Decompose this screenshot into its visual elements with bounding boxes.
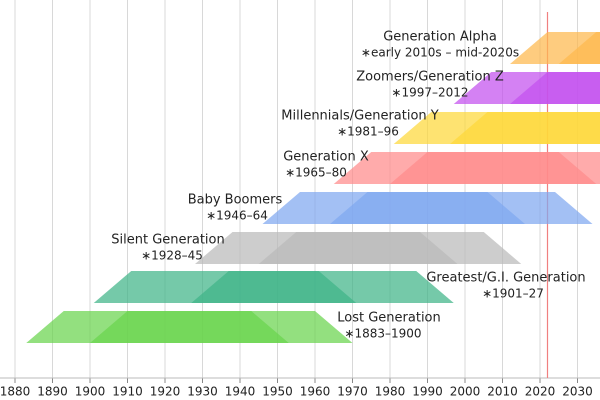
generation-name: Silent Generation: [111, 233, 224, 248]
generation-years: ∗1965–80: [285, 166, 347, 180]
generation-band: [258, 232, 522, 264]
x-tick-label: 2020: [525, 385, 556, 399]
generation-years: ∗early 2010s – mid-2020s: [361, 46, 519, 60]
generation-band: [390, 152, 600, 184]
generation-years: ∗1981–96: [337, 125, 399, 139]
generation-name: Greatest/G.I. Generation: [426, 271, 585, 286]
generation-band: [330, 192, 593, 224]
x-tick-label: 1980: [375, 385, 406, 399]
generation-band: [191, 271, 454, 303]
generation-name: Generation X: [283, 150, 369, 165]
generation-years: ∗1883–1900: [344, 327, 421, 341]
x-tick-label: 1930: [187, 385, 218, 399]
x-tick-label: 1970: [337, 385, 368, 399]
generation-years: ∗1997–2012: [391, 86, 468, 100]
x-tick-label: 1920: [150, 385, 181, 399]
generation-name: Lost Generation: [337, 311, 441, 326]
x-tick-label: 1960: [300, 385, 331, 399]
x-tick-label: 1880: [0, 385, 30, 399]
x-tick-label: 1990: [412, 385, 443, 399]
x-tick-label: 2000: [450, 385, 481, 399]
generation-years: ∗1901–27: [482, 287, 544, 301]
generation-band: [510, 72, 600, 104]
x-tick-label: 2030: [562, 385, 593, 399]
generation-name: Baby Boomers: [188, 193, 283, 208]
generation-name: Millennials/Generation Y: [281, 109, 439, 124]
generation-band: [90, 311, 353, 343]
x-tick-label: 1900: [75, 385, 106, 399]
x-tick-label: 1910: [112, 385, 143, 399]
generation-years: ∗1928–45: [141, 249, 203, 263]
x-tick-label: 1890: [37, 385, 68, 399]
x-tick-label: 1940: [225, 385, 256, 399]
x-tick-label: 2010: [487, 385, 518, 399]
x-tick-label: 1950: [262, 385, 293, 399]
generation-band: [558, 32, 600, 64]
generation-years: ∗1946–64: [206, 209, 268, 223]
generation-name: Zoomers/Generation Z: [356, 70, 504, 85]
generation-band: [450, 112, 600, 144]
generation-name: Generation Alpha: [383, 30, 497, 45]
